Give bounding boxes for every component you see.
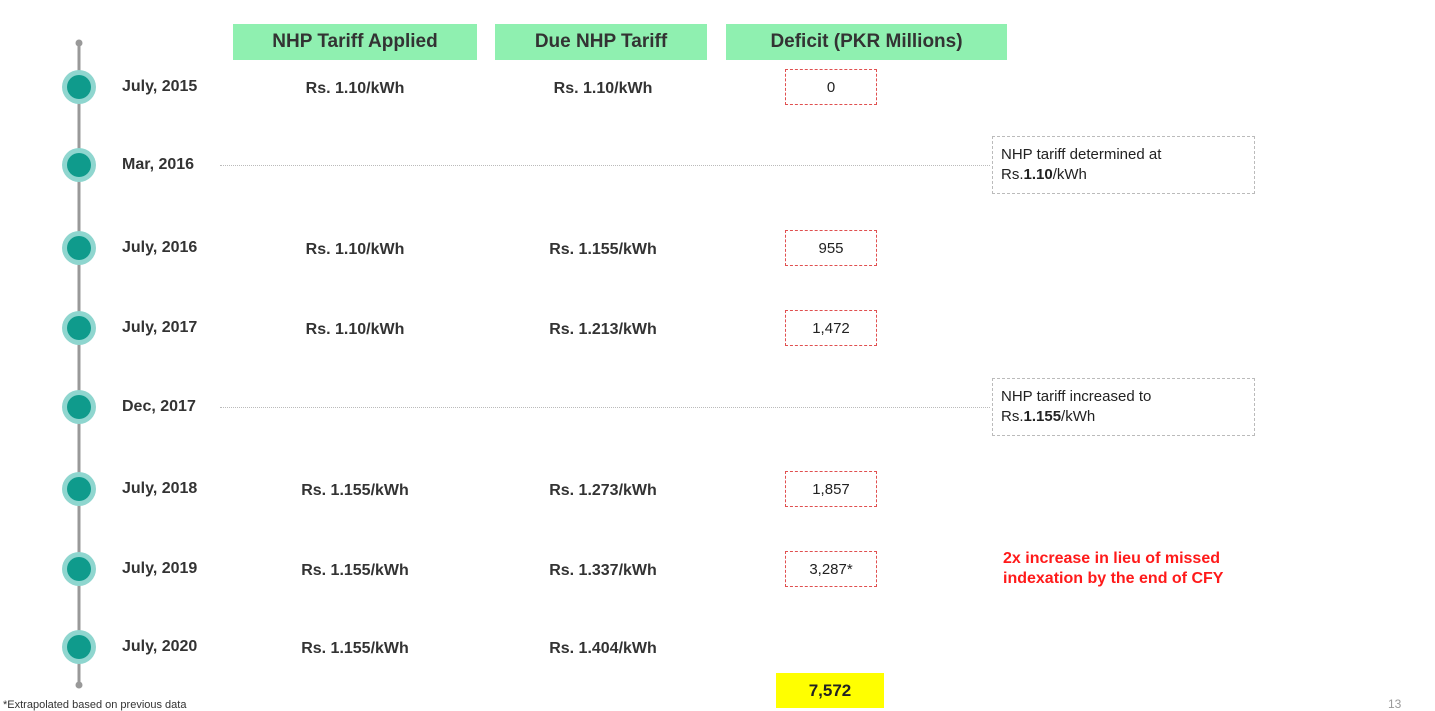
- due-tariff: Rs. 1.10/kWh: [553, 80, 653, 97]
- note-suffix: /kWh: [1061, 408, 1096, 425]
- timeline-node: [67, 236, 91, 260]
- timeline-node: [67, 477, 91, 501]
- event-date: July, 2017: [122, 319, 198, 336]
- event-date: Mar, 2016: [122, 156, 195, 173]
- applied-tariff: Rs. 1.155/kWh: [301, 482, 409, 499]
- note-bold: 1.10: [1023, 166, 1053, 183]
- event-date: July, 2020: [122, 638, 198, 655]
- timeline-node: [67, 75, 91, 99]
- annotation: 2x increase in lieu of missed indexation …: [1003, 549, 1223, 589]
- applied-tariff: Rs. 1.10/kWh: [305, 241, 405, 258]
- annotation-line: 2x increase in lieu of missed: [1003, 550, 1220, 567]
- header: Deficit (PKR Millions): [726, 24, 1007, 60]
- applied-tariff: Rs. 1.10/kWh: [305, 321, 405, 338]
- note-text: NHP tariff increased to: [1001, 388, 1152, 405]
- timeline-end: [75, 39, 83, 47]
- timeline: [62, 39, 96, 689]
- timeline-end: [75, 681, 83, 689]
- note-box: NHP tariff increased to Rs.1.155/kWh: [992, 378, 1255, 436]
- note-prefix: Rs.: [1001, 408, 1024, 425]
- note-line: Rs.1.10/kWh: [1001, 165, 1246, 185]
- dotted-connector: [220, 407, 990, 408]
- footnote: *Extrapolated based on previous data: [3, 699, 187, 711]
- due-tariff: Rs. 1.404/kWh: [549, 640, 657, 657]
- total: 7,572: [776, 673, 884, 708]
- annotation-line: indexation by the end of CFY: [1003, 570, 1224, 587]
- timeline-node: [67, 557, 91, 581]
- deficit: 1,472: [785, 310, 877, 346]
- timeline-node: [67, 635, 91, 659]
- note-text: NHP tariff determined at: [1001, 146, 1162, 163]
- note-line: Rs.1.155/kWh: [1001, 407, 1246, 427]
- header: Due NHP Tariff: [495, 24, 707, 60]
- note-prefix: Rs.: [1001, 166, 1024, 183]
- deficit: 0: [785, 69, 877, 105]
- note-box: NHP tariff determined at Rs.1.10/kWh: [992, 136, 1255, 194]
- deficit: 3,287*: [785, 551, 877, 587]
- deficit: 955: [785, 230, 877, 266]
- dotted-connector: [220, 165, 990, 166]
- event-date: July, 2015: [122, 78, 198, 95]
- due-tariff: Rs. 1.273/kWh: [549, 482, 657, 499]
- due-tariff: Rs. 1.337/kWh: [549, 562, 657, 579]
- event-date: Dec, 2017: [122, 398, 196, 415]
- header: NHP Tariff Applied: [233, 24, 477, 60]
- timeline-node: [67, 153, 91, 177]
- due-tariff: Rs. 1.155/kWh: [549, 241, 657, 258]
- event-date: July, 2016: [122, 239, 198, 256]
- due-tariff: Rs. 1.213/kWh: [549, 321, 657, 338]
- event-date: July, 2018: [122, 480, 198, 497]
- note-suffix: /kWh: [1052, 166, 1087, 183]
- applied-tariff: Rs. 1.10/kWh: [305, 80, 405, 97]
- timeline-node: [67, 316, 91, 340]
- timeline-node: [67, 395, 91, 419]
- note-bold: 1.155: [1023, 408, 1062, 425]
- event-date: July, 2019: [122, 560, 198, 577]
- deficit: 1,857: [785, 471, 877, 507]
- applied-tariff: Rs. 1.155/kWh: [301, 562, 409, 579]
- page-number: 13: [1388, 697, 1402, 711]
- applied-tariff: Rs. 1.155/kWh: [301, 640, 409, 657]
